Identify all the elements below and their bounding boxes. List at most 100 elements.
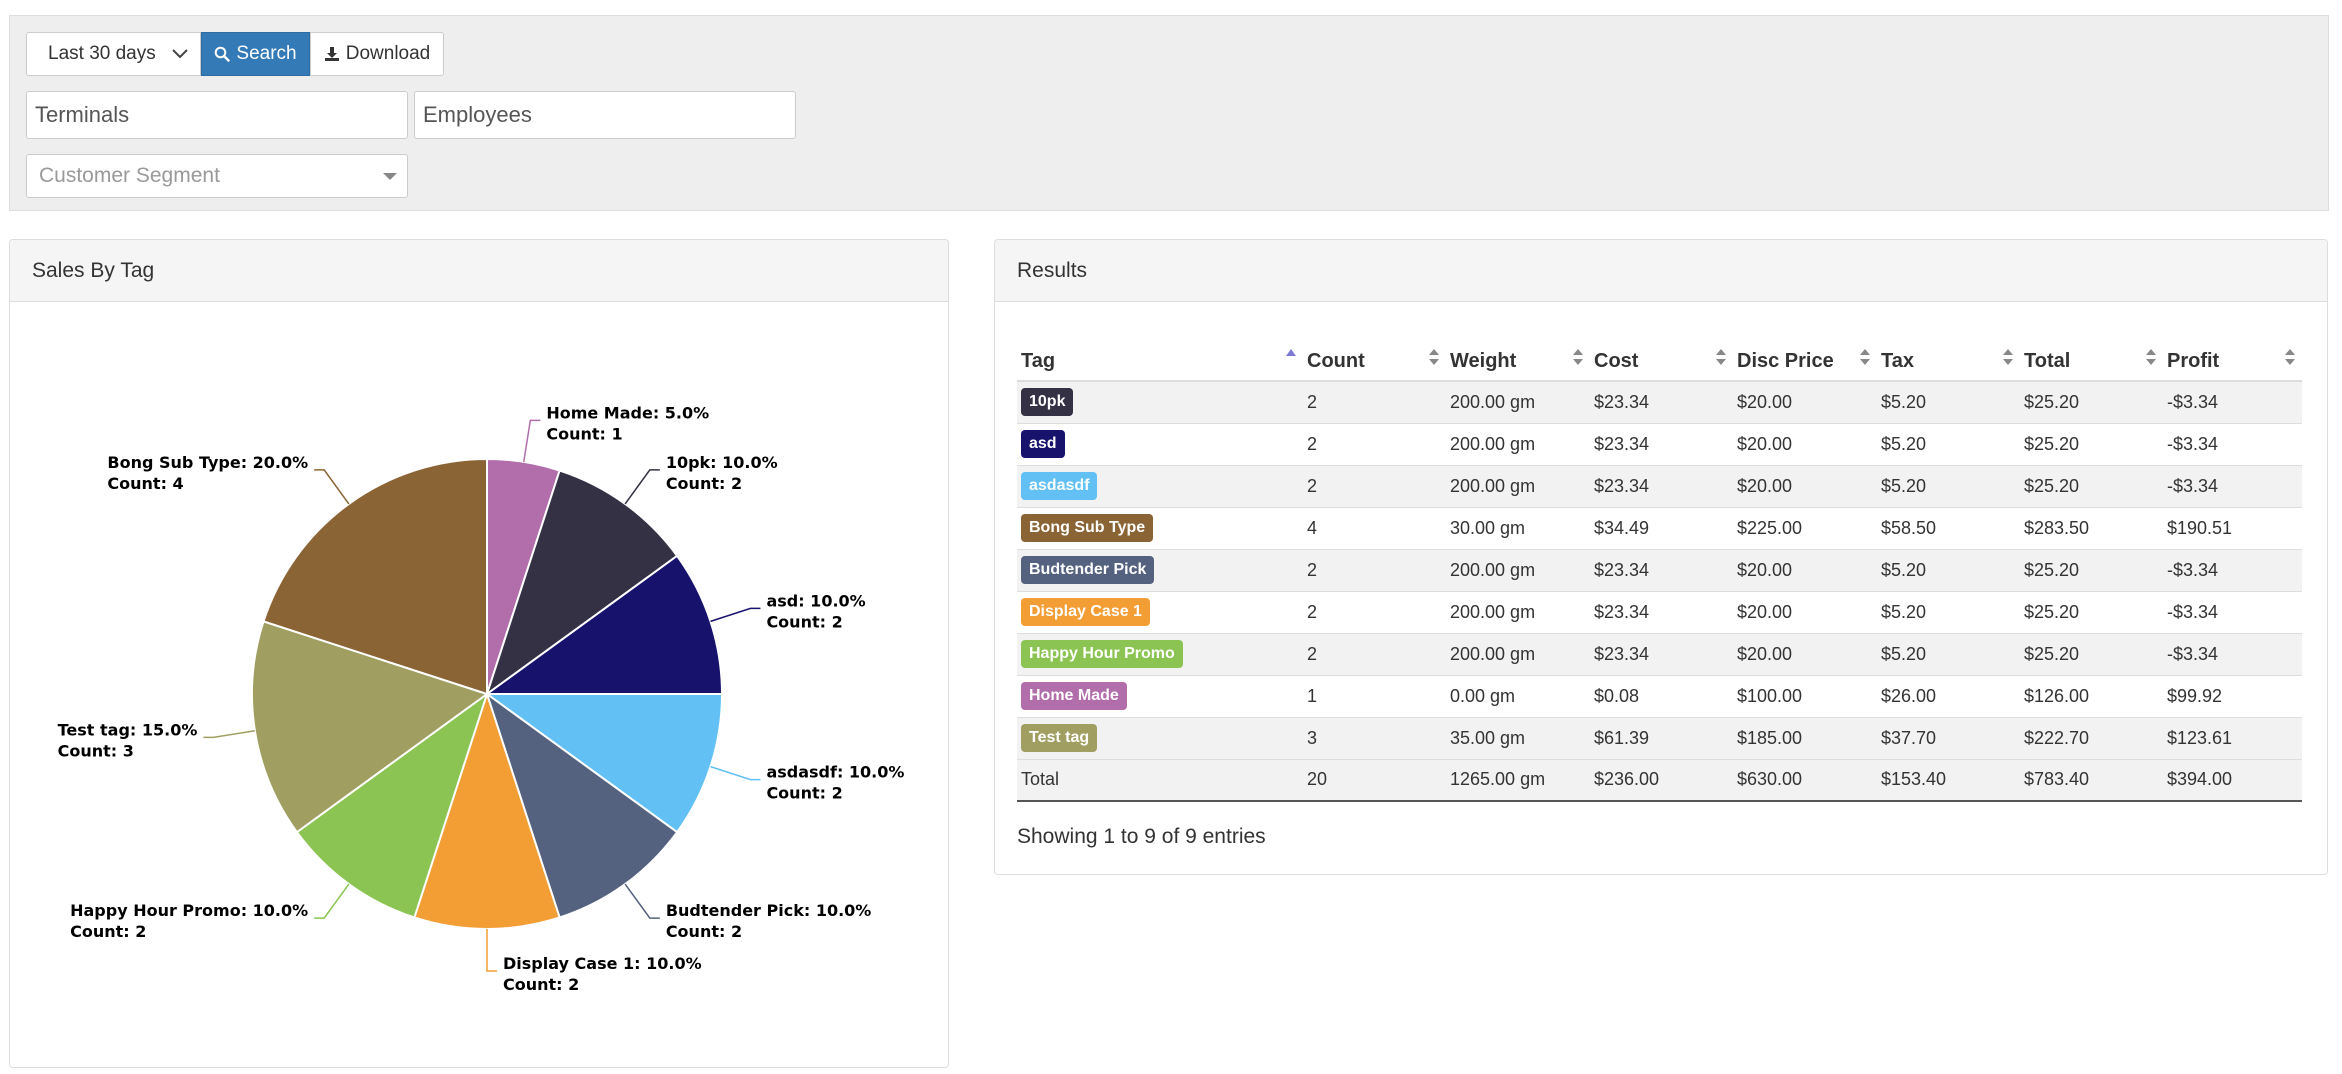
pie-count-label: Count: 2 — [70, 922, 146, 941]
table-row: Home Made 1 0.00 gm $0.08 $100.00 $26.00 $126.… — [1017, 674, 2302, 717]
tag-cell: Home Made — [1017, 674, 1303, 717]
totals-label: Total — [1017, 758, 1303, 802]
customer-segment-select[interactable]: Customer Segment — [26, 154, 408, 198]
weight-cell: 200.00 gm — [1446, 548, 1590, 591]
segment-row: Customer Segment — [26, 154, 408, 198]
count-cell: 2 — [1303, 422, 1446, 465]
cost-cell: $23.34 — [1590, 632, 1733, 675]
total-cell: $25.20 — [2020, 590, 2163, 633]
pie-count-label: Count: 4 — [107, 474, 183, 493]
column-header-tax[interactable]: Tax — [1877, 333, 2020, 382]
tag-cell: Display Case 1 — [1017, 590, 1303, 633]
column-label: Cost — [1594, 350, 1639, 372]
pie-slice-bong-sub-type[interactable] — [262, 457, 488, 696]
results-panel: Results Tag Count Weight Cost Disc Price… — [994, 239, 2328, 875]
search-button[interactable]: Search — [201, 32, 310, 76]
disc-cell: $100.00 — [1733, 674, 1877, 717]
sort-icon — [2285, 349, 2295, 365]
pie-count-label: Count: 3 — [58, 741, 134, 760]
download-button[interactable]: Download — [310, 32, 444, 76]
weight-cell: 200.00 gm — [1446, 464, 1590, 507]
column-header-weight[interactable]: Weight — [1446, 333, 1590, 382]
results-title: Results — [995, 240, 2327, 302]
count-cell: 2 — [1303, 380, 1446, 423]
count-cell: 2 — [1303, 590, 1446, 633]
cost-cell: $23.34 — [1590, 380, 1733, 423]
pie-label: Home Made: 5.0% — [546, 403, 709, 422]
disc-cell: $20.00 — [1733, 422, 1877, 465]
table-row: asd 2 200.00 gm $23.34 $20.00 $5.20 $25.20 -$3.… — [1017, 422, 2302, 465]
weight-cell: 0.00 gm — [1446, 674, 1590, 717]
weight-cell: 200.00 gm — [1446, 590, 1590, 633]
tag-cell: asd — [1017, 422, 1303, 465]
totals-tax: $153.40 — [1877, 758, 2020, 802]
total-cell: $25.20 — [2020, 632, 2163, 675]
tag-cell: Happy Hour Promo — [1017, 632, 1303, 675]
pie-connector — [710, 765, 761, 781]
pie-label: Budtender Pick: 10.0% — [666, 901, 872, 920]
sales-by-tag-pie-chart: Home Made: 5.0% Count: 1 10pk: 10.0% Count:… — [58, 403, 905, 994]
column-header-count[interactable]: Count — [1303, 333, 1446, 382]
total-cell: $283.50 — [2020, 506, 2163, 549]
totals-profit: $394.00 — [2163, 758, 2302, 802]
pie-count-label: Count: 1 — [546, 424, 622, 443]
pie-label: asdasdf: 10.0% — [766, 763, 904, 782]
column-label: Count — [1307, 350, 1365, 372]
tax-cell: $5.20 — [1877, 380, 2020, 423]
disc-cell: $20.00 — [1733, 548, 1877, 591]
totals-weight: 1265.00 gm — [1446, 758, 1590, 802]
column-header-cost[interactable]: Cost — [1590, 333, 1733, 382]
weight-cell: 35.00 gm — [1446, 716, 1590, 759]
column-header-tag[interactable]: Tag — [1017, 333, 1303, 382]
employees-input[interactable] — [414, 91, 796, 139]
tax-cell: $5.20 — [1877, 632, 2020, 675]
table-row: 10pk 2 200.00 gm $23.34 $20.00 $5.20 $25.20 -$3… — [1017, 380, 2302, 423]
count-cell: 2 — [1303, 548, 1446, 591]
table-info: Showing 1 to 9 of 9 entries — [1017, 825, 1266, 848]
date-range-value: Last 30 days — [48, 43, 156, 64]
tax-cell: $5.20 — [1877, 422, 2020, 465]
cost-cell: $0.08 — [1590, 674, 1733, 717]
tag-badge: asdasdf — [1021, 472, 1098, 500]
table-row: Happy Hour Promo 2 200.00 gm $23.34 $20.00 $5… — [1017, 632, 2302, 675]
total-cell: $25.20 — [2020, 422, 2163, 465]
totals-count: 20 — [1303, 758, 1446, 802]
totals-total: $783.40 — [2020, 758, 2163, 802]
pie-connector — [523, 419, 541, 463]
cost-cell: $61.39 — [1590, 716, 1733, 759]
cost-cell: $23.34 — [1590, 422, 1733, 465]
tag-badge: Budtender Pick — [1021, 556, 1155, 584]
filter-toolbar: Last 30 days Search Download — [26, 32, 444, 76]
pie-slice-display-case-1[interactable] — [413, 690, 561, 930]
sort-icon — [2003, 349, 2013, 365]
table-row: Test tag 3 35.00 gm $61.39 $185.00 $37.70 $222… — [1017, 716, 2302, 759]
totals-row: Total 20 1265.00 gm $236.00 $630.00 $153… — [1017, 758, 2302, 802]
sort-icon — [1860, 349, 1870, 365]
sort-icon — [1573, 349, 1583, 365]
pie-slice-happy-hour-promo[interactable] — [295, 691, 489, 919]
column-header-total[interactable]: Total — [2020, 333, 2163, 382]
table-row: Budtender Pick 2 200.00 gm $23.34 $20.00 $5.2… — [1017, 548, 2302, 591]
column-header-disc-price[interactable]: Disc Price — [1733, 333, 1877, 382]
table-header-row: Tag Count Weight Cost Disc Price Tax Tot… — [1017, 333, 2302, 382]
date-range-select[interactable]: Last 30 days — [26, 32, 201, 76]
table-row: asdasdf 2 200.00 gm $23.34 $20.00 $5.20 $25.20… — [1017, 464, 2302, 507]
column-header-profit[interactable]: Profit — [2163, 333, 2302, 382]
download-icon — [324, 47, 339, 61]
tag-badge: Test tag — [1021, 724, 1098, 752]
count-cell: 4 — [1303, 506, 1446, 549]
sales-by-tag-title: Sales By Tag — [10, 240, 948, 302]
total-cell: $25.20 — [2020, 464, 2163, 507]
column-label: Tag — [1021, 350, 1056, 372]
pie-connector — [486, 929, 497, 972]
tax-cell: $5.20 — [1877, 548, 2020, 591]
pie-label: Happy Hour Promo: 10.0% — [70, 901, 308, 920]
terminals-input[interactable] — [26, 91, 408, 139]
cost-cell: $23.34 — [1590, 548, 1733, 591]
tag-cell: Test tag — [1017, 716, 1303, 759]
sales-by-tag-panel: Sales By Tag Home Made: 5.0% Count: 1 10pk… — [9, 239, 949, 1068]
filter-bar: Last 30 days Search Download Custo — [9, 15, 2329, 211]
tag-cell: asdasdf — [1017, 464, 1303, 507]
search-icon — [215, 46, 231, 62]
pie-label: Test tag: 15.0% — [58, 720, 198, 739]
